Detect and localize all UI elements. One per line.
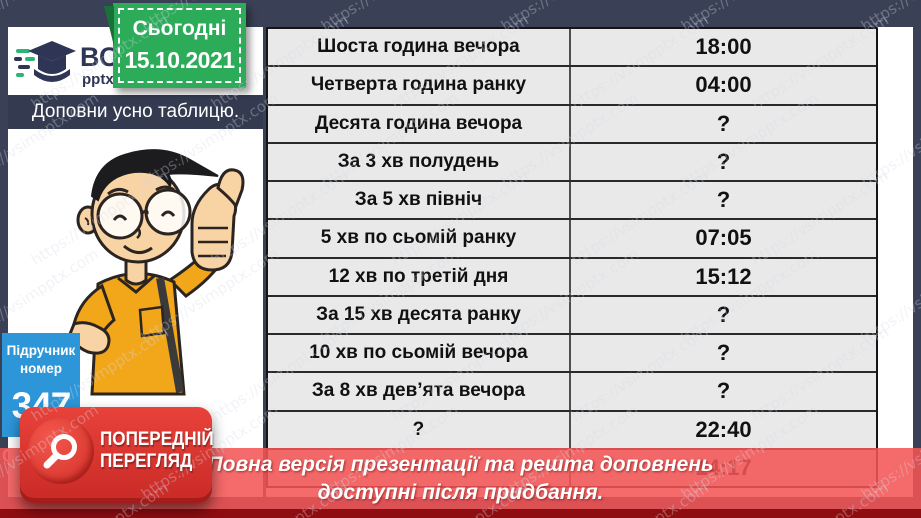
table-row: ? 22:40 <box>268 409 876 448</box>
bottom-strip <box>0 509 921 518</box>
table-cell-value: ? <box>568 335 876 372</box>
table-row: За 5 хв північ? <box>268 180 876 219</box>
table-cell-value: ? <box>568 105 876 142</box>
table-row: Десята година вечора? <box>268 103 876 142</box>
date-badge-label: Сьогодні <box>132 17 227 40</box>
table-cell-value: ? <box>568 373 876 410</box>
preview-button[interactable] <box>20 407 212 503</box>
table-cell-label: За 3 хв полудень <box>337 150 500 172</box>
table-cell-label: За 5 хв північ <box>354 189 483 211</box>
table-row: 10 хв по сьомій вечора? <box>268 333 876 372</box>
task-instruction-text: Доповни усно таблицю. <box>31 101 240 122</box>
date-badge-fold <box>104 6 114 46</box>
textbook-label-line1: Підручник <box>6 343 76 358</box>
table-cell-label: Четверта година ранку <box>310 74 527 96</box>
purchase-banner-line2: доступні після придбання. <box>317 480 604 504</box>
date-badge-inner: Сьогодні 15.10.2021 <box>118 8 241 83</box>
table-cell-label: 12 хв по третій дня <box>328 265 509 287</box>
table-cell-value: 15:12 <box>568 258 876 295</box>
table-row: За 8 хв дев’ята вечора? <box>268 371 876 410</box>
table-row: За 3 хв полудень? <box>268 141 876 180</box>
student-character-illustration <box>68 149 245 396</box>
table-cell-value: ? <box>568 182 876 219</box>
date-badge: Сьогодні 15.10.2021 <box>104 3 246 88</box>
table-cell-label: За 8 хв дев’ята вечора <box>311 380 526 402</box>
table-cell-label: Десята година вечора <box>314 112 523 134</box>
logo-product: pptx <box>82 70 114 88</box>
table-row: Шоста година вечора 18:00 <box>268 29 876 66</box>
table-row: За 15 хв десята ранку? <box>268 294 876 333</box>
table-row: 12 хв по третій дня 15:12 <box>268 256 876 295</box>
table-cell-label: 5 хв по сьомій ранку <box>320 227 517 249</box>
table-cell-label: Шоста година вечора <box>317 36 520 58</box>
table-cell-value: 22:40 <box>568 411 876 448</box>
purchase-banner-line1: Повна версія презентації та решта доповн… <box>207 452 714 476</box>
table-cell-label: За 15 хв десята ранку <box>316 303 521 325</box>
table-cell-value: 07:05 <box>568 220 876 257</box>
graduation-cap-icon <box>14 41 76 82</box>
table-cell-value: ? <box>568 296 876 333</box>
table-cell-value: 04:00 <box>568 67 876 104</box>
table-cell-value: ? <box>568 143 876 180</box>
task-instruction-bar: Доповни усно таблицю. <box>8 95 263 129</box>
table-cell-label: 10 хв по сьомій вечора <box>309 342 528 364</box>
time-table: Шоста година вечора 18:00 Четверта година… <box>266 27 878 488</box>
table-cell-label: ? <box>412 418 425 440</box>
textbook-label-line2: номер <box>20 361 62 377</box>
table-cell-value: 18:00 <box>568 29 876 66</box>
table-row: 5 хв по сьомій ранку 07:05 <box>268 218 876 257</box>
date-badge-date: 15.10.2021 <box>124 47 235 73</box>
table-row: Четверта година ранку 04:00 <box>268 65 876 104</box>
